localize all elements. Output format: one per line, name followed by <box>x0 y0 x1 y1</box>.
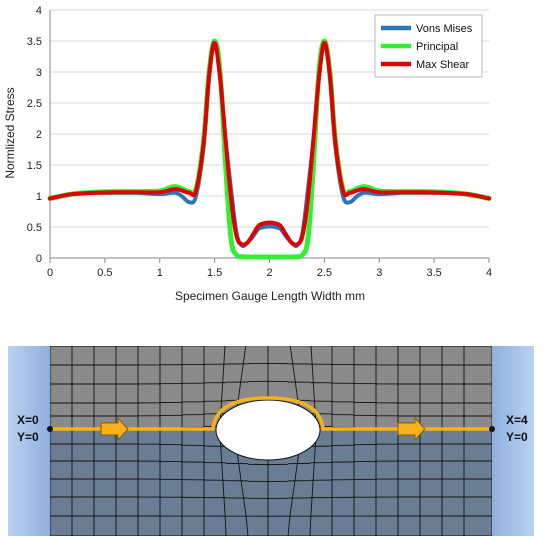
chart-legend: Vons Mises Principal Max Shear <box>374 14 483 78</box>
mesh-line <box>294 460 299 480</box>
legend-label: Principal <box>416 41 458 53</box>
mesh-line <box>289 346 294 366</box>
mesh-line <box>311 478 314 498</box>
start-x-label: X=0 <box>17 413 39 427</box>
x-tick-label: 2.5 <box>317 267 332 279</box>
mesh-line <box>287 515 291 536</box>
x-tick-label: 2 <box>266 267 272 279</box>
mesh-line <box>224 515 227 536</box>
y-tick-label: 3 <box>36 67 42 79</box>
mesh-line <box>313 443 316 462</box>
y-tick-label: 1.5 <box>27 160 42 172</box>
x-tick-label: 1.5 <box>207 267 222 279</box>
x-tick-label: 1 <box>157 267 163 279</box>
y-tick-label: 0.5 <box>27 222 42 234</box>
chart-grid <box>50 9 489 228</box>
x-tick-label: 0 <box>47 267 53 279</box>
mesh-line <box>312 383 316 404</box>
mesh-line <box>312 460 315 480</box>
y-tick-label: 1 <box>36 191 42 203</box>
legend-label: Vons Mises <box>416 23 473 35</box>
path-direction-arrow-right <box>397 416 426 442</box>
stress-chart: 0 0.5 1 1.5 2 2.5 3 3.5 4 0 0.5 1 1.5 2 2.5 3 3.5 4 Vons … <box>3 5 492 303</box>
y-tick-label: 2.5 <box>27 98 42 110</box>
y-tick-label: 3.5 <box>27 36 42 48</box>
end-x-label: X=4 <box>506 413 528 427</box>
mesh-line <box>223 496 226 517</box>
mesh-line <box>242 496 247 517</box>
left-grip-region <box>8 346 50 536</box>
y-tick-label: 0 <box>36 253 42 265</box>
mesh-line <box>310 346 313 366</box>
x-tick-label: 0.5 <box>97 267 112 279</box>
chart-series <box>47 38 492 260</box>
right-grip-region <box>492 346 534 536</box>
y-axis-title: Normlized Stress <box>3 87 17 178</box>
path-direction-arrow-left <box>100 416 129 442</box>
mesh-line <box>310 496 313 517</box>
specimen-mesh-diagram: X=0 Y=0 X=4 Y=0 <box>8 346 534 536</box>
series-line-max-shear <box>48 40 491 247</box>
path-start-point <box>47 426 53 432</box>
mesh-line <box>239 364 244 385</box>
mesh-line <box>221 460 224 480</box>
x-axis-title: Specimen Gauge Length Width mm <box>175 289 365 303</box>
mesh-line <box>222 478 225 498</box>
legend-label: Max Shear <box>416 59 470 71</box>
mesh-line <box>292 478 296 498</box>
series-line-vons-mises <box>48 40 491 248</box>
chart-axes: 0 0.5 1 1.5 2 2.5 3 3.5 4 0 0.5 1 1.5 2 2.5 3 3.5 4 <box>27 5 492 279</box>
mesh-line <box>220 383 224 404</box>
mesh-line <box>309 515 312 536</box>
mesh-line <box>292 364 297 385</box>
mesh-line <box>237 460 242 480</box>
mesh-line <box>289 496 294 517</box>
x-tick-label: 3 <box>376 267 382 279</box>
path-end-point <box>489 426 495 432</box>
mesh-line <box>311 364 314 385</box>
mesh-line <box>240 478 244 498</box>
mesh-line <box>245 515 249 536</box>
mesh-line <box>222 364 225 385</box>
mesh-line <box>242 346 247 366</box>
evaluation-path <box>50 396 492 431</box>
mesh-line <box>220 443 223 462</box>
center-hole <box>215 399 321 461</box>
x-tick-label: 4 <box>486 267 492 279</box>
y-tick-label: 2 <box>36 129 42 141</box>
mesh-line <box>223 346 226 366</box>
x-tick-label: 3.5 <box>426 267 441 279</box>
end-y-label: Y=0 <box>506 430 528 444</box>
y-tick-label: 4 <box>36 5 42 17</box>
start-y-label: Y=0 <box>17 430 39 444</box>
